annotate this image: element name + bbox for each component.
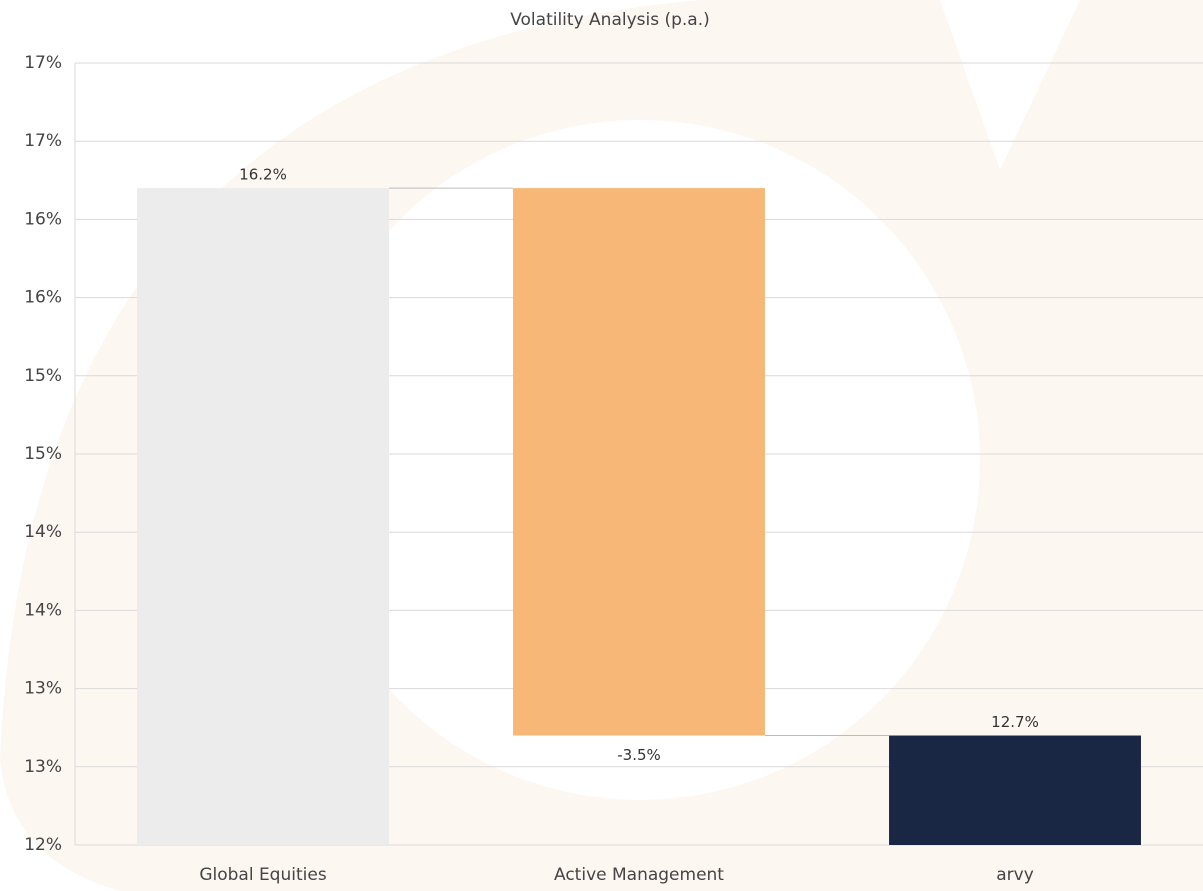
chart-title: Volatility Analysis (p.a.) [510,10,710,30]
y-tick-label: 12% [24,835,62,855]
bar [513,188,765,736]
y-tick-label: 16% [24,209,62,229]
bar [137,188,389,845]
y-tick-label: 15% [24,444,62,464]
y-tick-label: 13% [24,679,62,699]
y-tick-label: 15% [24,366,62,386]
value-label: 12.7% [991,713,1039,731]
x-tick-label: Active Management [554,865,724,885]
y-tick-label: 17% [24,53,62,73]
x-tick-label: Global Equities [199,865,327,885]
value-label: 16.2% [239,166,287,184]
y-tick-label: 14% [24,600,62,620]
x-tick-label: arvy [996,865,1034,885]
bar [889,735,1141,845]
y-tick-label: 17% [24,131,62,151]
y-tick-label: 14% [24,522,62,542]
y-tick-label: 13% [24,757,62,777]
value-label: -3.5% [617,746,661,764]
y-tick-label: 16% [24,288,62,308]
